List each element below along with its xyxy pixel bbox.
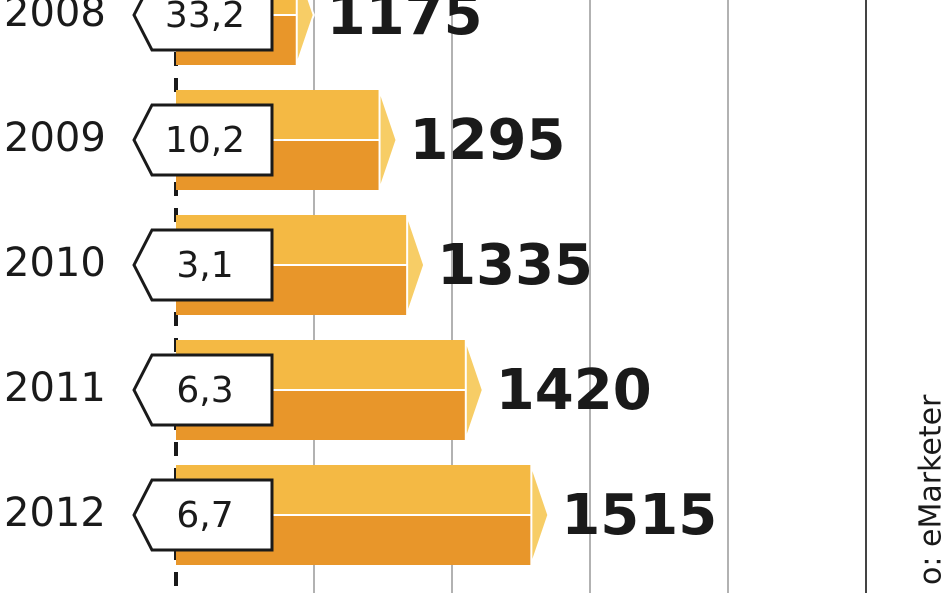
growth-label: 6,3 bbox=[176, 370, 233, 411]
value-label: 1335 bbox=[437, 233, 593, 298]
growth-label: 33,2 bbox=[165, 0, 245, 36]
growth-badge bbox=[132, 0, 274, 52]
bar-tip bbox=[530, 464, 550, 566]
bar-tip bbox=[378, 89, 398, 191]
growth-label: 10,2 bbox=[165, 120, 245, 161]
category-label: 2008 bbox=[4, 0, 106, 36]
category-label: 2009 bbox=[4, 115, 106, 161]
growth-badge bbox=[132, 478, 274, 552]
growth-badge bbox=[132, 353, 274, 427]
bar-tip bbox=[464, 339, 484, 441]
bar-tip bbox=[295, 0, 315, 66]
bar-tip bbox=[406, 214, 426, 316]
growth-badge bbox=[132, 103, 274, 177]
value-label: 1515 bbox=[561, 483, 717, 548]
value-label: 1420 bbox=[496, 358, 652, 423]
category-label: 2011 bbox=[4, 365, 106, 411]
category-label: 2010 bbox=[4, 240, 106, 286]
category-label: 2012 bbox=[4, 490, 106, 536]
value-label: 1295 bbox=[410, 108, 566, 173]
growth-label: 6,7 bbox=[176, 495, 233, 536]
source: o: eMarketer bbox=[914, 394, 948, 585]
growth-label: 3,1 bbox=[176, 245, 233, 286]
value-label: 1175 bbox=[327, 0, 483, 48]
growth-badge bbox=[132, 228, 274, 302]
